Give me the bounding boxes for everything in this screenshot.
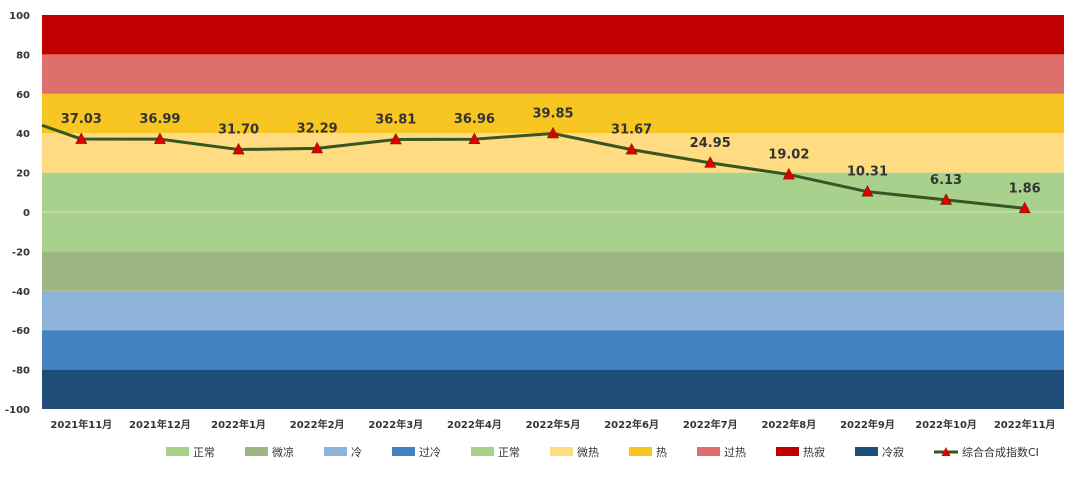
legend-label: 微热 xyxy=(577,445,599,459)
data-point xyxy=(389,132,402,145)
data-label: 37.03 xyxy=(61,112,102,127)
x-tick-label: 2021年12月 xyxy=(129,418,191,431)
data-point xyxy=(1018,201,1031,214)
x-tick-label: 2022年7月 xyxy=(683,418,738,431)
y-tick-label: -40 xyxy=(12,287,30,298)
y-tick-label: -20 xyxy=(12,247,30,258)
band-1 xyxy=(42,330,1064,370)
x-tick-label: 2022年6月 xyxy=(604,418,659,431)
data-point xyxy=(782,167,795,180)
legend-item: 微热 xyxy=(550,445,599,459)
legend-item: 微凉 xyxy=(245,445,294,459)
x-tick-label: 2022年3月 xyxy=(368,418,423,431)
legend-marker xyxy=(941,447,951,456)
x-tick-label: 2022年8月 xyxy=(761,418,816,431)
data-point xyxy=(547,126,559,139)
data-point xyxy=(704,156,717,168)
y-tick-label: 0 xyxy=(23,208,30,219)
legend-label: 热 xyxy=(656,446,667,459)
x-tick-label: 2022年11月 xyxy=(994,418,1056,431)
legend-label: 过热 xyxy=(724,446,746,459)
x-axis: 2021年11月 2021年12月 2022年1月 2022年2月 2022年3月 202… xyxy=(50,418,1055,431)
data-label: 36.81 xyxy=(375,112,416,127)
legend-swatch xyxy=(629,447,652,456)
data-point xyxy=(75,132,88,144)
data-point xyxy=(861,185,874,197)
data-label: 1.86 xyxy=(1009,181,1041,196)
data-label: 19.02 xyxy=(768,148,809,163)
data-label: 32.29 xyxy=(297,121,338,136)
data-point xyxy=(625,142,638,155)
legend-label: 正常 xyxy=(498,446,520,459)
legend-label: 热寂 xyxy=(803,445,825,459)
band-2 xyxy=(42,290,1064,331)
x-tick-label: 2022年10月 xyxy=(915,418,977,431)
data-label: 24.95 xyxy=(690,136,731,151)
data-label: 39.85 xyxy=(532,106,573,121)
legend-item: 热寂 xyxy=(776,445,825,459)
legend-item: 过热 xyxy=(697,446,746,459)
band-6 xyxy=(42,93,1064,134)
legend-item: 综合合成指数CI xyxy=(934,445,1039,459)
data-label: 10.31 xyxy=(847,165,888,180)
y-tick-label: 40 xyxy=(16,129,30,140)
legend-swatch xyxy=(855,447,878,456)
legend-label: 冷 xyxy=(351,446,362,459)
data-label: 36.96 xyxy=(454,112,495,127)
legend-swatch xyxy=(697,447,720,456)
legend-swatch xyxy=(392,447,415,456)
data-label: 36.99 xyxy=(139,112,180,127)
legend-swatch xyxy=(166,447,189,456)
data-point xyxy=(468,132,481,144)
x-tick-label: 2022年5月 xyxy=(526,418,581,431)
x-tick-label: 2022年2月 xyxy=(290,418,345,431)
legend-label: 微凉 xyxy=(272,445,294,459)
x-tick-label: 2022年9月 xyxy=(840,418,895,431)
x-tick-label: 2021年11月 xyxy=(50,418,112,431)
data-point xyxy=(232,142,245,155)
legend: 正常 微凉 冷 过冷 正常 微热 热 过热 热寂 冷寂 综合合成指数CI xyxy=(166,445,1039,459)
data-point xyxy=(940,193,953,205)
legend-swatch xyxy=(550,447,573,456)
data-point xyxy=(153,132,166,144)
legend-item: 热 xyxy=(629,446,667,459)
x-tick-label: 2022年4月 xyxy=(447,418,502,431)
band-3 xyxy=(42,251,1064,291)
band-5 xyxy=(42,133,1064,173)
data-label: 31.70 xyxy=(218,123,259,138)
legend-item: 冷 xyxy=(324,446,362,459)
legend-item: 正常 xyxy=(166,446,215,459)
y-axis: 100 80 60 40 20 0 -20 -40 -60 -80 -100 xyxy=(5,11,30,416)
y-tick-label: -100 xyxy=(5,405,30,416)
legend-label: 过冷 xyxy=(419,446,441,459)
legend-swatch xyxy=(471,447,494,456)
series-line xyxy=(41,123,1025,210)
data-label: 31.67 xyxy=(611,123,652,138)
series-0: 37.03 36.99 31.70 32.29 36.81 36.96 39.85 31.67… xyxy=(41,106,1041,214)
legend-label: 综合合成指数CI xyxy=(962,445,1039,459)
legend-item: 正常 xyxy=(471,446,520,459)
legend-label: 正常 xyxy=(193,446,215,459)
y-tick-label: -80 xyxy=(12,366,30,377)
y-tick-label: -60 xyxy=(12,326,30,337)
x-tick-label: 2022年1月 xyxy=(211,418,266,431)
legend-label: 冷寂 xyxy=(882,445,904,459)
band-7 xyxy=(42,54,1064,94)
legend-swatch xyxy=(776,447,799,456)
y-tick-label: 20 xyxy=(16,169,30,180)
y-tick-label: 80 xyxy=(16,50,30,61)
band-8 xyxy=(42,15,1064,55)
legend-item: 冷寂 xyxy=(855,445,904,459)
y-tick-label: 100 xyxy=(9,11,30,22)
data-label: 6.13 xyxy=(930,173,962,188)
legend-swatch xyxy=(324,447,347,456)
legend-swatch xyxy=(245,447,268,456)
y-tick-label: 60 xyxy=(16,90,30,101)
data-point xyxy=(311,141,324,154)
band-0 xyxy=(42,369,1064,409)
legend-item: 过冷 xyxy=(392,446,441,459)
